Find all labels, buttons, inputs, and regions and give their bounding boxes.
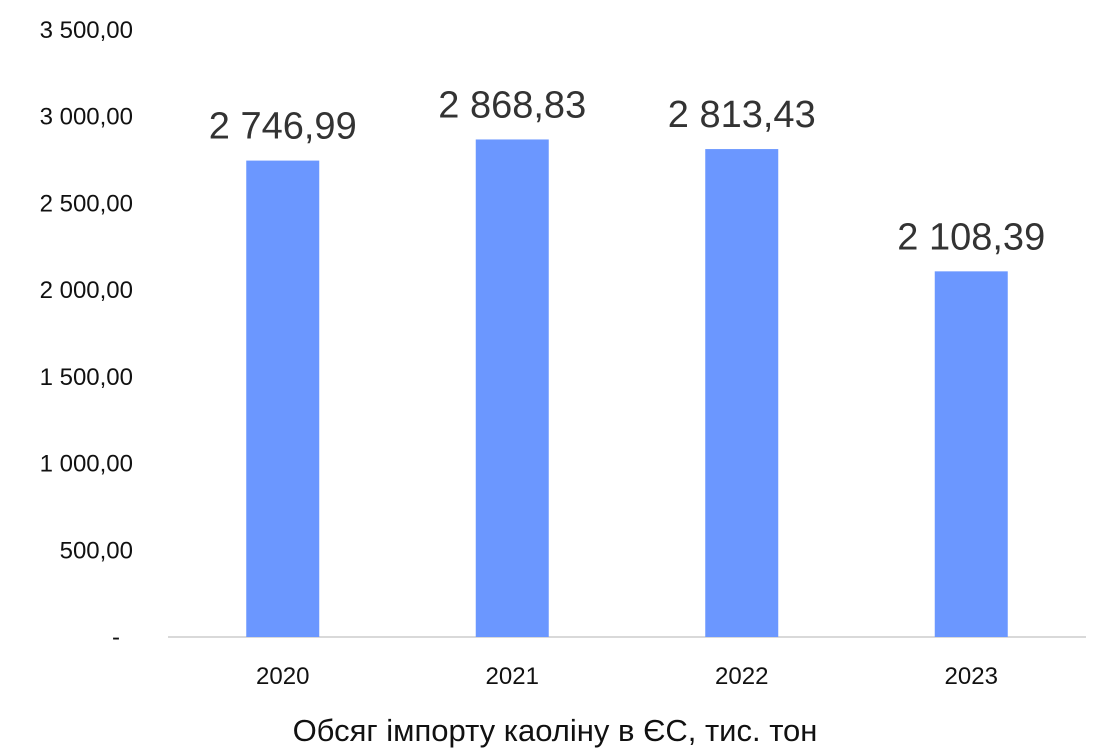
y-tick-label: 1 500,00 xyxy=(40,364,133,391)
y-tick-label: - xyxy=(112,624,120,651)
data-label-2022: 2 813,43 xyxy=(668,94,816,136)
bar-2021 xyxy=(475,139,549,638)
x-tick-label-2021: 2021 xyxy=(486,663,539,690)
x-tick-label-2023: 2023 xyxy=(945,663,998,690)
bar-2020 xyxy=(246,160,320,637)
y-axis-ticks: - 500,00 1 000,00 1 500,00 2 000,00 2 500,00 3… xyxy=(40,17,133,651)
data-label-2021: 2 868,83 xyxy=(438,84,586,126)
y-tick-label: 2 000,00 xyxy=(40,277,133,304)
y-tick-label: 500,00 xyxy=(60,537,133,564)
data-labels-group: 2 746,99 2 868,83 2 813,43 2 108,39 xyxy=(209,84,1045,258)
x-tick-label-2022: 2022 xyxy=(715,663,768,690)
y-tick-label: 2 500,00 xyxy=(40,190,133,217)
data-label-2023: 2 108,39 xyxy=(897,216,1045,258)
x-tick-label-2020: 2020 xyxy=(256,663,309,690)
y-tick-label: 3 500,00 xyxy=(40,17,133,44)
y-tick-label: 3 000,00 xyxy=(40,104,133,131)
data-label-2020: 2 746,99 xyxy=(209,106,357,148)
bar-2023 xyxy=(934,271,1008,637)
y-tick-label: 1 000,00 xyxy=(40,451,133,478)
x-axis-title: Обсяг імпорту каоліну в ЄС, тис. тон xyxy=(293,713,818,748)
bar-2022 xyxy=(705,149,779,637)
bars-group xyxy=(246,139,1008,638)
x-axis-ticks: 2020 2021 2022 2023 xyxy=(256,663,998,690)
